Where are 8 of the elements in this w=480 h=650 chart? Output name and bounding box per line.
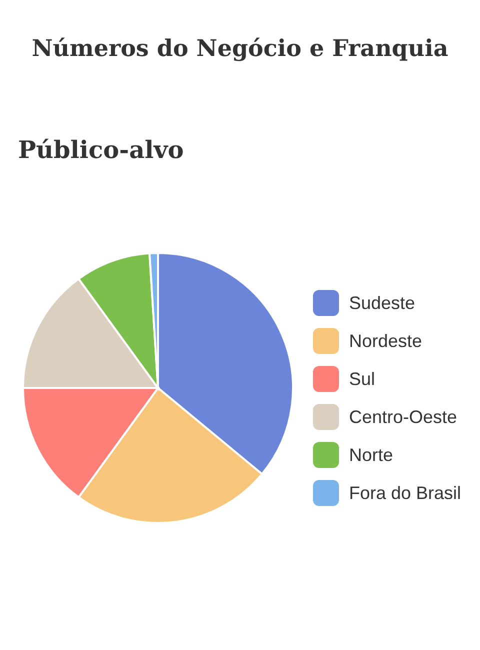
legend-label: Centro-Oeste (349, 407, 458, 427)
legend-label: Sudeste (349, 293, 416, 313)
legend-label: Norte (349, 445, 394, 465)
legend-label: Nordeste (349, 331, 422, 351)
chart-subtitle: Público-alvo (18, 135, 184, 164)
legend-label: Fora do Brasil (349, 483, 462, 503)
legend-label: Sul (349, 369, 376, 389)
chart-title: Números do Negócio e Franquia (32, 35, 448, 62)
